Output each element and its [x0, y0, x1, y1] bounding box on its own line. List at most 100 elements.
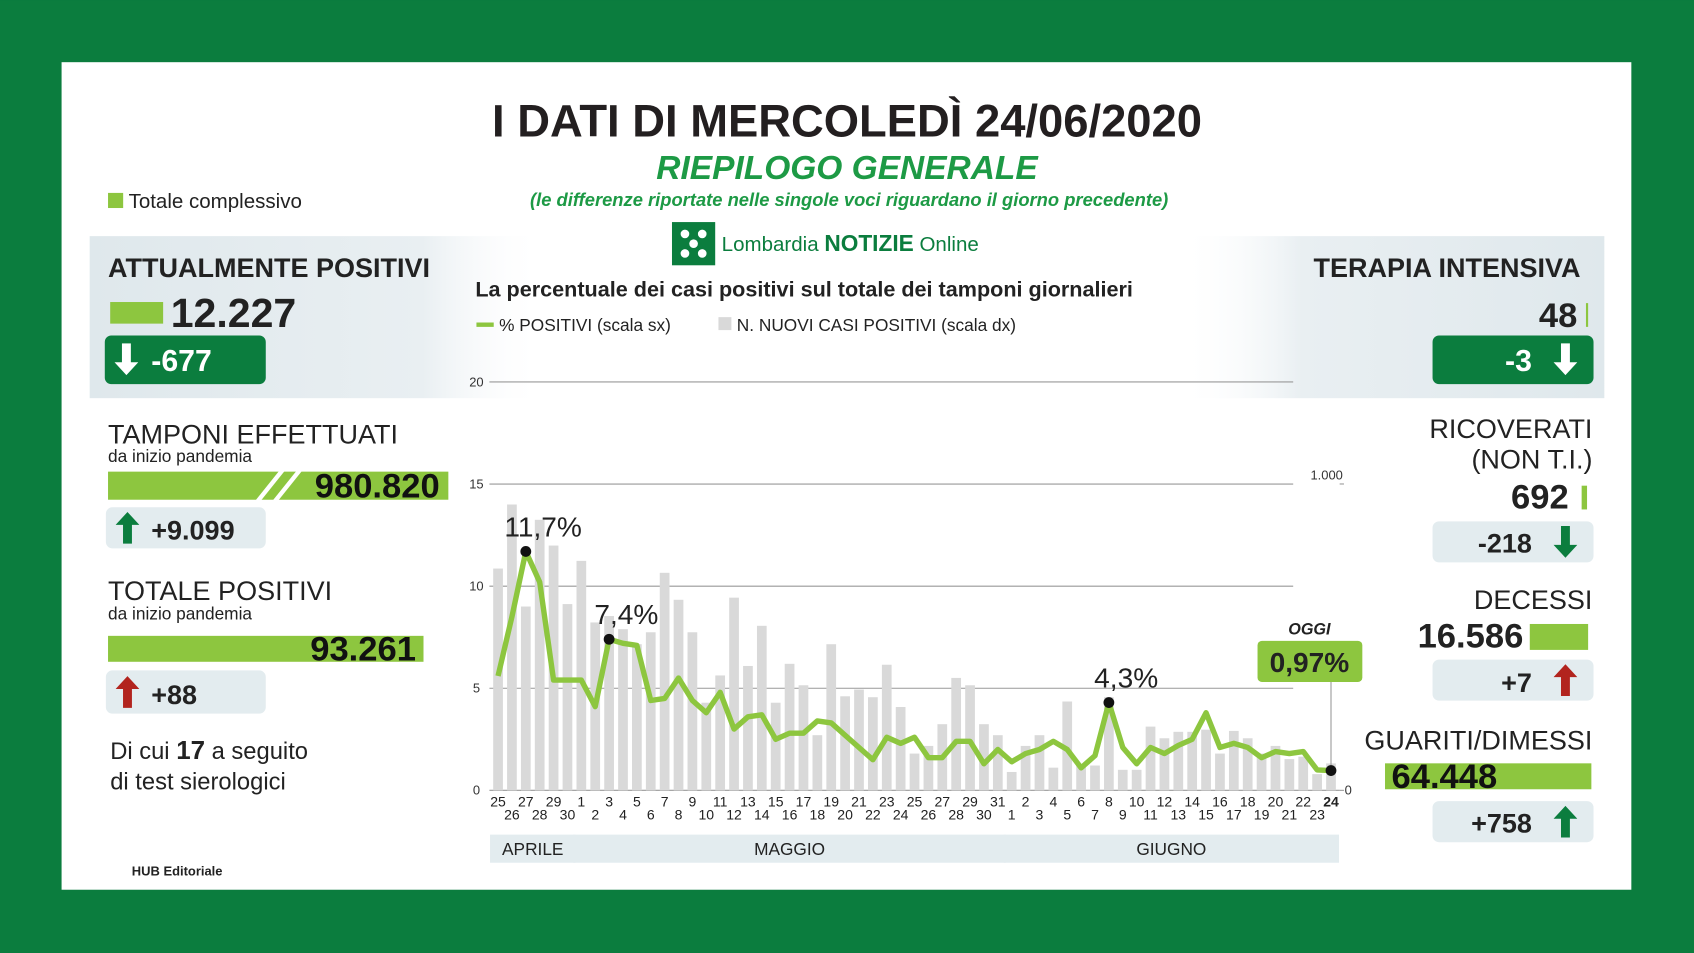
- logo-word: Lombardia: [722, 233, 820, 256]
- x-tick-label: 16: [782, 807, 798, 823]
- bar: [562, 604, 573, 791]
- note-number: 17: [176, 737, 205, 765]
- bar: [881, 664, 892, 791]
- stat-value: 980.820: [315, 468, 440, 506]
- x-tick-label: 7: [661, 794, 669, 810]
- stat-label: TERAPIA INTENSIVA: [1314, 253, 1581, 283]
- x-tick-label: 12: [726, 807, 742, 823]
- x-tick-label: 8: [1105, 794, 1113, 810]
- bar: [1242, 738, 1253, 791]
- bar: [756, 625, 767, 791]
- bar: [743, 665, 753, 791]
- x-tick-label: 27: [934, 794, 950, 810]
- stat-change: -218: [1478, 529, 1532, 559]
- stat-bar: [1585, 303, 1589, 327]
- x-tick-label: 23: [879, 794, 895, 810]
- bar: [895, 707, 906, 791]
- legend-label: % POSITIVI (scala sx): [499, 315, 671, 335]
- bar: [632, 644, 642, 791]
- x-tick-label: 5: [1063, 807, 1071, 823]
- bar: [826, 644, 837, 791]
- bar: [1215, 753, 1225, 791]
- bar-break: [255, 468, 303, 504]
- annotation-box: [1257, 640, 1363, 682]
- x-tick-label: 25: [490, 794, 506, 810]
- bar: [1104, 697, 1114, 791]
- x-tick-label: 21: [1282, 807, 1298, 823]
- bar: [909, 753, 920, 791]
- x-tick-label: 29: [546, 794, 562, 810]
- bar: [604, 616, 614, 791]
- x-tick-label: 28: [948, 807, 964, 823]
- stat-bar: [110, 302, 164, 324]
- x-tick-label: 15: [1198, 807, 1214, 823]
- subtitle: RIEPILOGO GENERALE: [656, 150, 1039, 187]
- logo-word: Online: [919, 233, 978, 256]
- stat-bar: [1581, 485, 1588, 510]
- stat-change: +9.099: [151, 516, 234, 546]
- bar: [1270, 745, 1281, 791]
- bar: [854, 689, 864, 791]
- change-box: [1432, 659, 1594, 701]
- summary-band: [89, 236, 1605, 399]
- bar: [1131, 769, 1142, 791]
- x-tick-label: 22: [1295, 794, 1311, 810]
- bar: [1228, 730, 1239, 791]
- bar: [1187, 731, 1198, 791]
- bar: [534, 519, 545, 791]
- bar: [868, 697, 878, 791]
- bar: [1284, 759, 1295, 791]
- bar: [645, 632, 656, 791]
- bar: [1159, 738, 1170, 791]
- x-tick-label: 26: [921, 807, 937, 823]
- annotation-dot: [1325, 765, 1337, 776]
- x-tick-label: 16: [1212, 794, 1228, 810]
- x-tick-label: 12: [1157, 794, 1173, 810]
- x-tick-label: 30: [560, 807, 576, 823]
- annotation: 11,7%: [504, 511, 582, 542]
- annotation-dot: [520, 546, 532, 557]
- bar: [784, 663, 795, 791]
- x-tick-label: 1: [1008, 807, 1016, 823]
- bar: [618, 629, 628, 791]
- x-tick-label: 2: [1022, 794, 1030, 810]
- change-box: [1432, 521, 1594, 563]
- x-tick-label: 31: [990, 794, 1006, 810]
- stat-change: +88: [151, 680, 197, 710]
- bar: [965, 685, 975, 791]
- x-tick-label: 9: [688, 794, 696, 810]
- x-tick-label: 10: [698, 807, 714, 823]
- month-band: [1003, 834, 1340, 863]
- x-tick-label: 15: [768, 794, 784, 810]
- x-tick-label: 19: [1254, 807, 1270, 823]
- stat-label: (NON T.I.): [1471, 444, 1592, 474]
- bar: [1298, 756, 1309, 791]
- bar: [1145, 726, 1156, 791]
- footer: HUB Editoriale: [132, 864, 223, 879]
- bar: [659, 572, 670, 791]
- legend-label: N. NUOVI CASI POSITIVI (scala dx): [737, 315, 1016, 335]
- x-tick-label: 7: [1091, 807, 1099, 823]
- stat-label: TOTALE POSITIVI: [108, 576, 332, 606]
- bar: [729, 597, 739, 791]
- stat-label: GUARITI/DIMESSI: [1364, 725, 1592, 755]
- change-box: [1432, 335, 1594, 385]
- stat-label: RICOVERATI: [1429, 414, 1592, 444]
- legend-swatch: [108, 192, 124, 209]
- x-tick-label: 13: [1170, 807, 1186, 823]
- x-tick-label: 4: [619, 807, 627, 823]
- logo-text: Lombardia NOTIZIE Online: [722, 230, 979, 256]
- stat-label: DECESSI: [1474, 585, 1593, 615]
- bar: [1076, 764, 1086, 791]
- chart-title: La percentuale dei casi positivi sul tot…: [475, 277, 1133, 302]
- bar: [1048, 767, 1059, 791]
- stat-change: +758: [1471, 808, 1532, 838]
- bar: [798, 685, 809, 791]
- x-tick-label: 18: [1240, 794, 1256, 810]
- x-tick-label: 25: [907, 794, 923, 810]
- stat-bar: [1529, 623, 1589, 650]
- bar: [979, 724, 989, 791]
- x-tick-label: 6: [647, 807, 655, 823]
- stat-bar: [108, 635, 424, 662]
- x-tick-label: 20: [1268, 794, 1284, 810]
